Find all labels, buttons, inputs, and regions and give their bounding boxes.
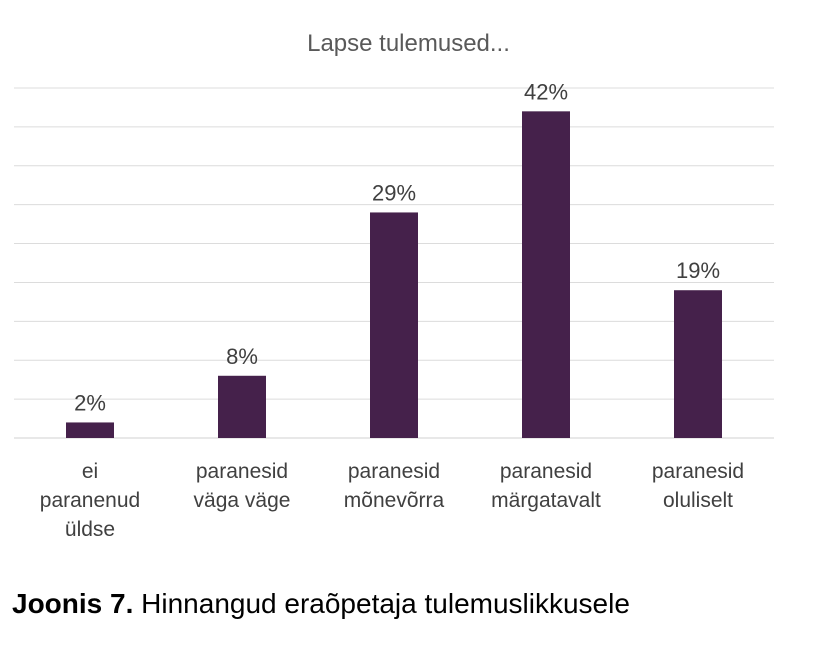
- bar: [218, 375, 266, 438]
- caption-label: Joonis 7.: [12, 588, 134, 619]
- category-label-line: paranesid: [651, 460, 745, 483]
- category-label-line: märgatavalt: [491, 489, 601, 512]
- data-label: 2%: [74, 390, 106, 415]
- data-label: 8%: [226, 344, 258, 369]
- data-labels: 2% 8% 29% 42% 19%: [74, 79, 720, 415]
- category-label: ei paranenud üldse: [15, 457, 165, 544]
- caption-text: Hinnangud eraõpetaja tulemuslikkusele: [133, 588, 630, 619]
- data-label: 42%: [524, 79, 568, 104]
- figure-caption: Joonis 7. Hinnangud eraõpetaja tulemusli…: [12, 588, 630, 620]
- category-label-line: paranesid: [347, 460, 441, 483]
- bar-chart: 2% 8% 29% 42% 19%: [14, 79, 774, 439]
- category-label-line: ei: [81, 460, 99, 483]
- category-label: paranesid oluliselt: [623, 457, 773, 515]
- data-label: 19%: [676, 258, 720, 283]
- category-label-line: mõnevõrra: [343, 489, 445, 512]
- bar: [66, 422, 114, 438]
- bar: [370, 212, 418, 438]
- category-label-line: paranenud: [39, 489, 141, 512]
- category-label-line: paranesid: [195, 460, 289, 483]
- category-label-line: väga väge: [193, 489, 291, 512]
- category-label: paranesid mõnevõrra: [319, 457, 469, 515]
- category-label-line: oluliselt: [662, 489, 734, 512]
- category-label-line: üldse: [64, 518, 116, 541]
- category-label: paranesid väga väge: [167, 457, 317, 515]
- category-label: paranesid märgatavalt: [471, 457, 621, 515]
- data-label: 29%: [372, 180, 416, 205]
- bar: [522, 111, 570, 438]
- bars: [66, 111, 722, 438]
- chart-title: Lapse tulemused...: [307, 30, 510, 57]
- category-label-line: paranesid: [499, 460, 593, 483]
- bar: [674, 290, 722, 438]
